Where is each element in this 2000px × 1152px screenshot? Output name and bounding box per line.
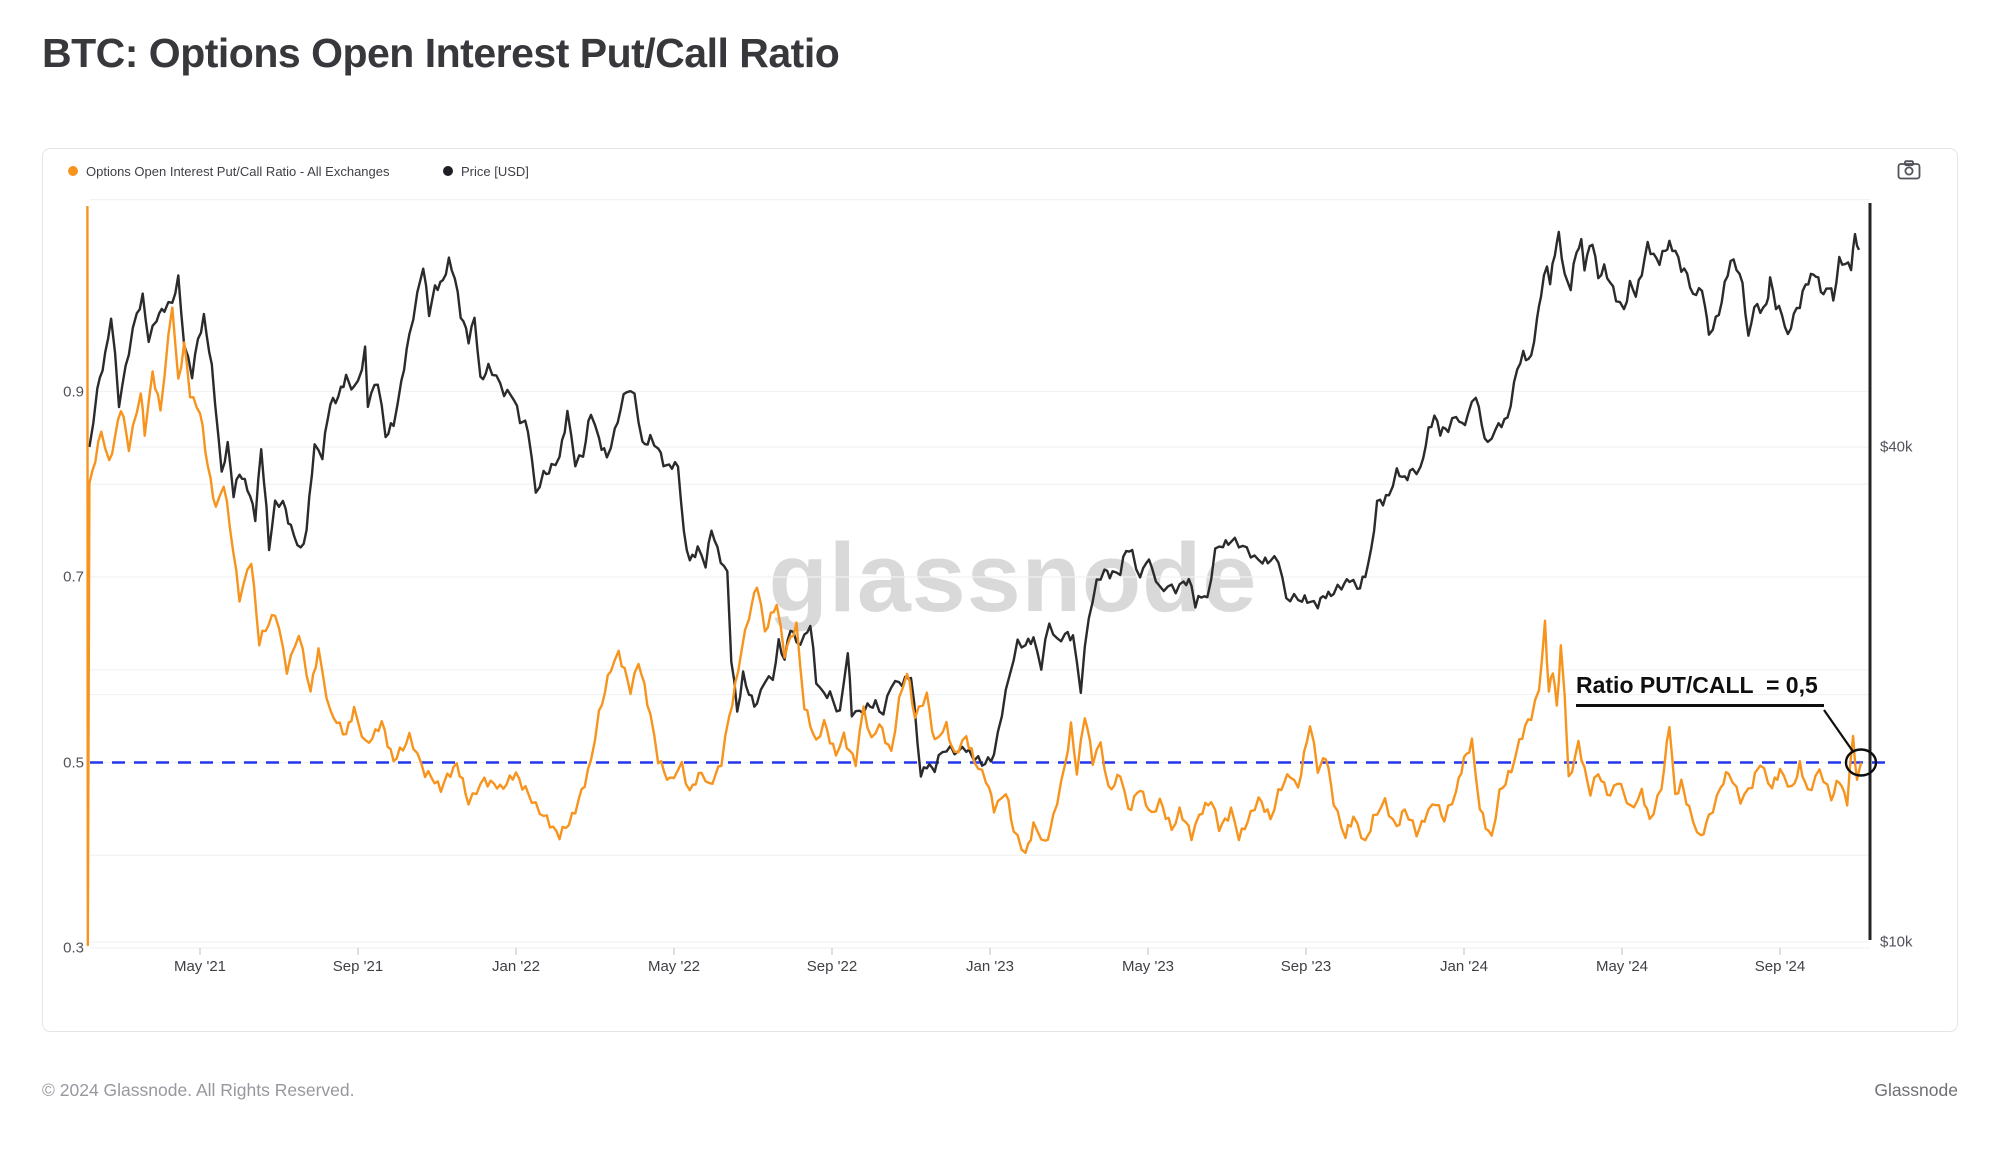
y-left-tick-label: 0.5 [63, 754, 84, 771]
page-title: BTC: Options Open Interest Put/Call Rati… [42, 30, 840, 76]
x-tick-label: Sep '21 [332, 958, 384, 975]
camera-icon [1897, 160, 1921, 180]
brand-text: Glassnode [1874, 1080, 1958, 1100]
legend-item-label: Options Open Interest Put/Call Ratio - A… [86, 163, 390, 179]
legend-item-ratio[interactable]: Options Open Interest Put/Call Ratio - A… [68, 161, 390, 181]
x-tick-label: Sep '23 [1280, 958, 1332, 975]
legend-item-label: Price [USD] [461, 163, 529, 179]
price-legend-dot-icon [443, 166, 453, 176]
y-right-tick-label: $40k [1880, 438, 1913, 456]
y-left-tick-label: 0.3 [63, 939, 84, 957]
ratio-legend-dot-icon [68, 166, 78, 176]
x-tick-label: May '22 [647, 958, 701, 975]
y-left-tick-label: 0.9 [63, 383, 84, 400]
x-tick-label: May '24 [1595, 958, 1649, 975]
x-tick-label: Jan '24 [1440, 958, 1488, 975]
x-tick-label: May '21 [173, 958, 227, 975]
y-left-tick-label: 0.7 [63, 568, 84, 586]
x-tick-label: May '23 [1121, 958, 1175, 975]
annotation-label: Ratio PUT/CALL = 0,5 [1576, 672, 1824, 707]
x-tick-label: Sep '24 [1754, 958, 1806, 975]
x-tick-label: Jan '23 [966, 958, 1014, 975]
x-tick-label: Jan '22 [492, 958, 540, 975]
y-right-tick-label: $10k [1880, 933, 1913, 951]
copyright-text: © 2024 Glassnode. All Rights Reserved. [42, 1080, 355, 1100]
watermark: glassnode [768, 523, 1258, 632]
x-tick-label: Sep '22 [806, 958, 858, 975]
screenshot-button[interactable] [1894, 157, 1924, 183]
legend-item-price[interactable]: Price [USD] [443, 161, 529, 181]
